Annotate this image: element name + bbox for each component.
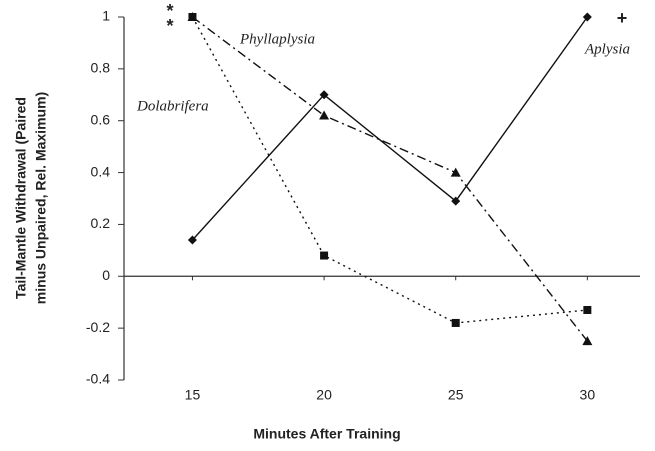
point [450,167,461,177]
series-line [191,16,588,324]
x-tick-label: 30 [580,387,596,403]
point [319,110,330,120]
point [583,305,592,314]
y-tick-label: 0.8 [91,60,111,76]
annotation: * [166,16,173,36]
y-tick-label: -0.2 [86,319,110,335]
y-tick-label: 0.2 [91,215,111,231]
x-axis-label: Minutes After Training [253,426,400,442]
series-label: Aplysia [584,41,630,57]
y-tick-label: 0.6 [91,111,111,127]
x-tick-label: 15 [185,387,201,403]
x-tick-label: 25 [448,387,464,403]
annotation: * [166,1,173,21]
point [319,90,329,100]
y-tick-label: 0 [102,267,110,283]
point [188,13,197,21]
annotation: + [617,8,628,28]
point [451,196,461,206]
series-line [192,16,588,342]
series-label: Phyllaplysia [239,31,315,47]
series-line [191,16,588,241]
x-tick-label: 20 [316,387,332,403]
y-axis-label: minus Unpaired, Rel. Maximum) [33,92,49,304]
point [582,336,593,346]
point [187,235,197,245]
y-tick-label: 0.4 [91,163,111,179]
point [320,251,329,260]
y-axis-label: Tail-Mantle Withdrawal (Paired [13,97,29,299]
point [451,318,460,327]
point [582,12,592,22]
y-tick-label: 1 [102,8,110,24]
series-label: Dolabrifera [136,98,209,114]
y-tick-label: -0.4 [86,371,110,387]
